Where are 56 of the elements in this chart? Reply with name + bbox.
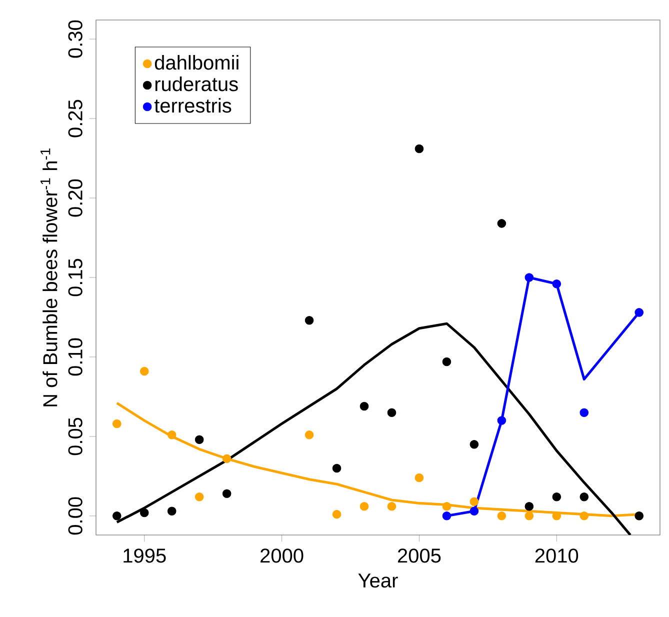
y-tick-label: 0.30: [68, 20, 82, 58]
point: [442, 357, 452, 366]
x-tick-label: 2010: [535, 548, 578, 563]
point: [414, 144, 424, 154]
point: [497, 512, 506, 520]
y-tick-label: 0.25: [68, 100, 82, 138]
point: [167, 430, 176, 440]
point: [580, 512, 589, 520]
point: [387, 502, 396, 511]
legend-label: terrestris: [154, 98, 232, 113]
y-tick-label: 0.20: [68, 179, 82, 217]
point: [470, 506, 479, 516]
point: [524, 512, 534, 520]
point: [442, 512, 452, 520]
point: [552, 492, 562, 502]
point: [112, 512, 122, 520]
point: [222, 454, 232, 464]
point: [634, 308, 644, 317]
point: [580, 492, 589, 502]
x-tick-label: 2000: [260, 548, 304, 563]
y-tick-label: 0.05: [68, 418, 82, 456]
point: [304, 316, 314, 325]
x-tick-label: 1995: [124, 548, 166, 563]
point: [524, 502, 534, 511]
point: [387, 408, 396, 417]
point: [194, 435, 204, 444]
point: [332, 510, 342, 519]
legend-label: ruderatus: [155, 76, 238, 92]
y-tick-label: 0.10: [68, 338, 82, 376]
point: [470, 440, 479, 449]
point: [580, 408, 589, 417]
point: [414, 473, 424, 482]
point: [360, 402, 369, 411]
point: [332, 464, 342, 473]
point: [140, 508, 149, 518]
y-tick-label: 0.15: [68, 258, 82, 296]
point: [470, 497, 479, 506]
line-series: [116, 322, 632, 535]
legend-label: dahlbomii: [154, 55, 238, 70]
point: [552, 512, 562, 520]
point: [497, 219, 506, 228]
point: [140, 366, 149, 376]
y-axis-title: N of Bumble bees flower$^{-1}$ h$^{-1}$: [40, 148, 58, 406]
point: [222, 489, 232, 498]
point: [304, 430, 314, 440]
x-axis-title: Year: [358, 574, 398, 588]
point: [167, 506, 176, 516]
point: [442, 502, 452, 511]
point: [552, 279, 562, 288]
point: [112, 419, 122, 428]
point: [194, 492, 204, 502]
y-tick-label: 0.00: [68, 497, 82, 535]
point: [360, 502, 369, 511]
point: [497, 416, 506, 425]
point: [524, 273, 534, 282]
x-tick-label: 2005: [398, 548, 441, 563]
